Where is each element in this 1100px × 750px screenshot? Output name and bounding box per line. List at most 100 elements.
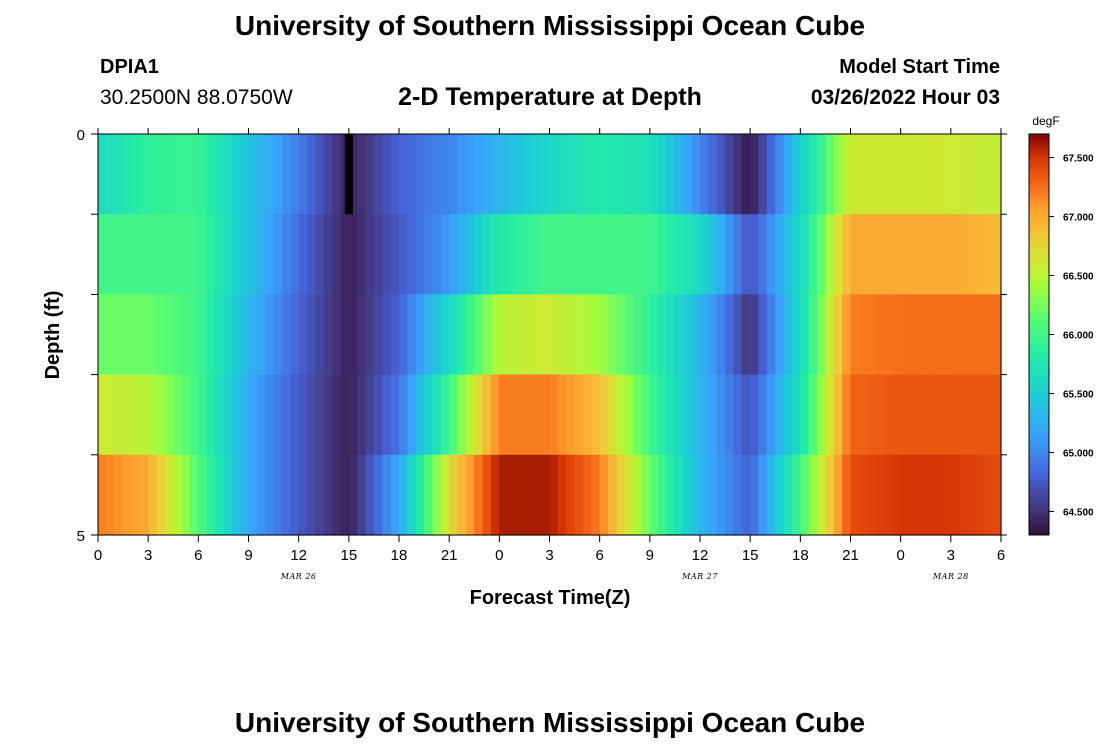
heatmap-cell [399, 374, 408, 456]
heatmap-cell [557, 454, 567, 536]
heatmap-cell [357, 214, 367, 295]
heatmap-cell [131, 134, 141, 215]
heatmap-cell [490, 374, 500, 456]
heatmap-cell [248, 134, 258, 215]
heatmap-cell [373, 134, 383, 215]
model-start-label: Model Start Time [839, 56, 1000, 78]
heatmap-cell [148, 374, 158, 456]
heatmap-cell [474, 294, 484, 376]
heatmap-cell [499, 294, 509, 376]
heatmap-cell [541, 214, 551, 295]
heatmap-cell [332, 214, 342, 295]
heatmap-cell [265, 134, 275, 215]
heatmap-cell [315, 374, 325, 456]
heatmap-cell [800, 454, 810, 536]
heatmap-cell [683, 214, 693, 295]
heatmap-cell [641, 294, 651, 376]
x-tick-label: 21 [842, 547, 859, 564]
heatmap-cell [240, 134, 250, 215]
heatmap-cell [942, 374, 952, 456]
heatmap-cell [256, 134, 266, 215]
heatmap-cell [658, 214, 668, 295]
heatmap-cell [716, 214, 726, 295]
heatmap-cell [867, 454, 877, 536]
heatmap-cell [549, 294, 559, 376]
heatmap-cell [323, 294, 333, 376]
heatmap-cell [516, 454, 526, 536]
heatmap-cell [775, 214, 785, 295]
heatmap-cell [700, 294, 709, 376]
heatmap-cell [273, 374, 283, 456]
heatmap-cell [382, 454, 392, 536]
heatmap-cell [290, 374, 300, 456]
heatmap-cell [766, 374, 776, 456]
heatmap-cell [198, 454, 208, 536]
heatmap-cell [624, 214, 634, 295]
heatmap-cell [775, 294, 785, 376]
heatmap-cell [691, 214, 701, 295]
heatmap-cell [825, 294, 835, 376]
heatmap-cell [507, 294, 517, 376]
heatmap-cell [700, 374, 709, 456]
heatmap-cell [833, 454, 843, 536]
heatmap-cell [741, 454, 751, 536]
heatmap-cell [557, 134, 567, 215]
heatmap-cell [608, 294, 617, 376]
heatmap-cell [323, 134, 333, 215]
heatmap-cell [725, 214, 735, 295]
heatmap-cell [164, 374, 174, 456]
heatmap-cell [942, 294, 952, 376]
heatmap-cell [265, 454, 275, 536]
heatmap-cell [307, 454, 316, 536]
heatmap-cell [917, 134, 927, 215]
heatmap-cell [833, 294, 843, 376]
heatmap-cell [800, 214, 810, 295]
heatmap-cell [925, 134, 935, 215]
heatmap-cell [942, 214, 952, 295]
heatmap-cell [967, 454, 977, 536]
heatmap-cell [231, 374, 241, 456]
heatmap-cell [139, 454, 149, 536]
heatmap-cell [273, 294, 283, 376]
heatmap-cell [649, 134, 659, 215]
heatmap-cell [574, 214, 584, 295]
heatmap-cell [465, 214, 475, 295]
heatmap-cell [474, 214, 484, 295]
heatmap-cell [591, 134, 601, 215]
heatmap-cell [440, 214, 450, 295]
heatmap-cell [984, 134, 994, 215]
x-date-label: MAR 28 [932, 572, 969, 581]
heatmap-cell [516, 294, 526, 376]
heatmap-cell [114, 374, 124, 456]
heatmap-cell [532, 214, 542, 295]
heatmap-cell [114, 294, 124, 376]
heatmap-cell [892, 134, 902, 215]
heatmap-cell [164, 134, 174, 215]
chart-subtitle: 2-D Temperature at Depth [398, 83, 702, 111]
heatmap-cell [582, 134, 592, 215]
heatmap-cell [900, 214, 910, 295]
heatmap-cell [541, 134, 551, 215]
heatmap-cell [783, 294, 793, 376]
heatmap-cell [591, 374, 601, 456]
heatmap-cell [474, 454, 484, 536]
x-tick-label: 9 [244, 547, 252, 564]
heatmap-cell [616, 294, 626, 376]
heatmap-cell [733, 454, 743, 536]
heatmap-cell [340, 374, 350, 456]
heatmap-cell [307, 134, 316, 215]
heatmap-cell [181, 214, 191, 295]
heatmap-cell [164, 294, 174, 376]
heatmap-cell [700, 454, 709, 536]
heatmap-cell [658, 454, 668, 536]
heatmap-cell [231, 294, 241, 376]
heatmap-cell [934, 214, 944, 295]
heatmap-cell [883, 214, 893, 295]
heatmap-cell [850, 374, 860, 456]
heatmap-cell [399, 134, 408, 215]
x-tick-label: 9 [646, 547, 654, 564]
heatmap-cell [281, 374, 291, 456]
heatmap-cell [925, 294, 935, 376]
x-tick-label: 6 [595, 547, 603, 564]
heatmap-cell [741, 374, 751, 456]
